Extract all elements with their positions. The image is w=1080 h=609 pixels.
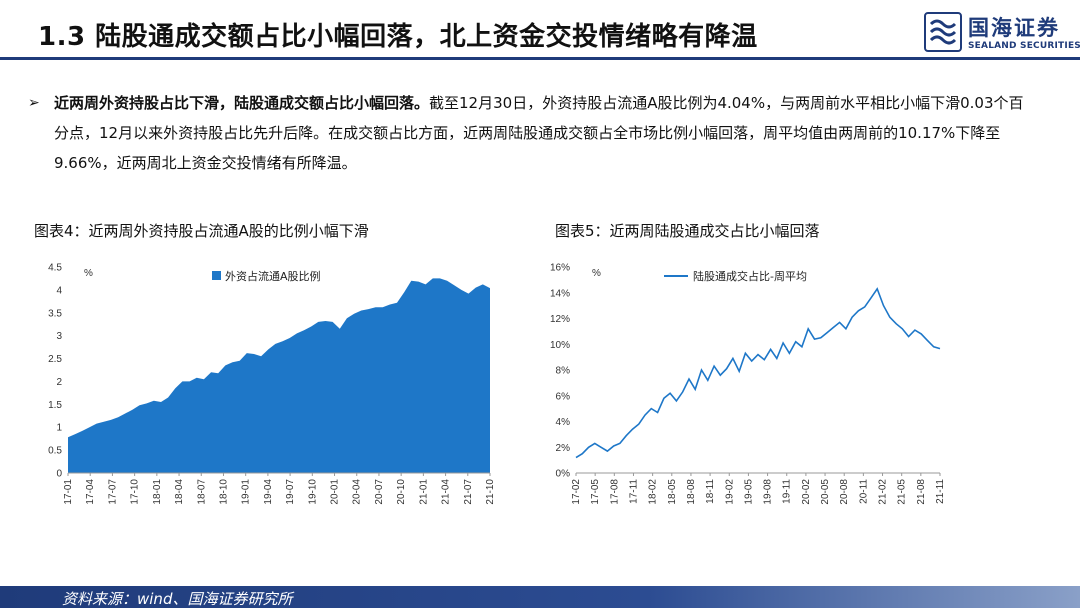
sealand-logo-icon [924,12,962,52]
x-tick-label: 21-10 [485,479,496,505]
y-tick-label: 2.5 [48,354,62,365]
x-tick-label: 17-05 [590,479,601,505]
x-tick-label: 17-10 [130,479,141,505]
x-tick-label: 18-07 [196,479,207,505]
page-title: 1.3 陆股通成交额占比小幅回落，北上资金交投情绪略有降温 [38,22,758,52]
x-tick-label: 21-07 [463,479,474,505]
x-tick-label: 21-04 [441,479,452,505]
summary-lead: 近两周外资持股占比下滑，陆股通成交额占比小幅回落。 [54,94,430,112]
y-tick-label: 4% [556,417,571,428]
company-logo: 国海证券 SEALAND SECURITIES [924,10,1080,56]
x-tick-label: 20-07 [374,479,385,505]
x-tick-label: 19-02 [724,479,735,505]
y-tick-label: 6% [556,391,571,402]
chart-4-foreign-holding-area: 0 0.5 1 1.5 2 2.5 3 3.5 4 4.5 % 17-01 17-04 17-07 17-1… [48,263,496,505]
x-tick-label: 18-05 [667,479,678,505]
y-tick-label: 1.5 [48,400,62,411]
x-tick-label: 19-01 [241,479,252,505]
x-tick-label: 21-05 [897,479,908,505]
x-tick-label: 21-11 [935,479,946,504]
x-tick-label: 19-08 [763,479,774,505]
y-tick-label: 3.5 [48,308,62,319]
x-tick-label: 17-04 [85,479,96,505]
x-tick-label: 18-02 [648,479,659,505]
y-tick-label: 16% [550,263,570,274]
series-line [575,287,941,459]
y-tick-label: 2 [56,377,62,388]
y-tick-label: 1 [56,423,62,434]
x-tick-label: 20-02 [801,479,812,505]
chart-4-title: 图表4：近两周外资持股占流通A股的比例小幅下滑 [34,222,369,240]
x-tick-label: 20-10 [396,479,407,505]
y-tick-label: 14% [550,288,570,299]
x-tick-label: 19-05 [743,479,754,505]
title-underline [0,57,1080,60]
chart-5-northbound-turnover-line: 0% 2% 4% 6% 8% 10% 12% 14% 16% % 17-02 17-05 17-08 17… [550,263,946,505]
y-tick-label: 8% [556,366,571,377]
y-tick-label: 10% [550,340,570,351]
x-tick-label: 20-04 [352,479,363,505]
x-tick-label: 18-01 [152,479,163,505]
chart-5-title: 图表5：近两周陆股通成交占比小幅回落 [555,222,820,240]
x-tick-label: 19-04 [263,479,274,505]
y-tick-label: 12% [550,314,570,325]
bullet-arrow-icon: ➢ [28,95,40,111]
y-tick-label: 3 [56,331,62,342]
x-tick-label: 19-07 [285,479,296,505]
y-tick-label: 4 [56,285,62,296]
x-tick-label: 17-08 [609,479,620,505]
x-tick-label: 18-10 [218,479,229,505]
logo-chinese-name: 国海证券 [968,16,1060,40]
x-tick-label: 17-01 [63,479,74,505]
legend-label: 陆股通成交占比-周平均 [693,269,807,283]
summary-body: 截至12月30日，外资持股占流通A股比例为4.04%，与两周前水平相比小幅下滑0… [54,94,1024,172]
y-tick-label: 0.5 [48,446,62,457]
x-tick-label: 20-11 [858,479,869,504]
x-tick-label: 19-11 [782,479,793,504]
x-tick-label: 17-11 [628,479,639,504]
y-tick-label: 0% [556,469,571,480]
y-unit-label: % [592,268,601,279]
summary-paragraph: ➢ 近两周外资持股占比下滑，陆股通成交额占比小幅回落。截至12月30日，外资持股… [28,88,1038,178]
x-tick-label: 18-08 [686,479,697,505]
x-tick-label: 17-07 [107,479,118,505]
footer-bar: 资料来源：wind、国海证券研究所 [0,586,1080,608]
y-tick-label: 4.5 [48,263,62,274]
x-tick-label: 17-02 [571,479,582,505]
y-tick-label: 0 [56,469,62,480]
x-tick-label: 20-05 [820,479,831,505]
x-tick-label: 20-08 [839,479,850,505]
y-tick-label: 2% [556,443,571,454]
y-unit-label: % [84,268,93,279]
legend-swatch [212,271,221,280]
x-tick-label: 21-02 [878,479,889,505]
logo-english-name: SEALAND SECURITIES [968,41,1080,51]
x-tick-label: 18-04 [174,479,185,505]
x-tick-label: 21-08 [916,479,927,505]
legend-label: 外资占流通A股比例 [225,269,321,283]
source-note: 资料来源：wind、国海证券研究所 [62,590,293,608]
series-area [68,278,490,473]
x-tick-label: 19-10 [307,479,318,505]
x-tick-label: 21-01 [418,479,429,505]
x-tick-label: 18-11 [705,479,716,504]
x-tick-label: 20-01 [330,479,341,505]
